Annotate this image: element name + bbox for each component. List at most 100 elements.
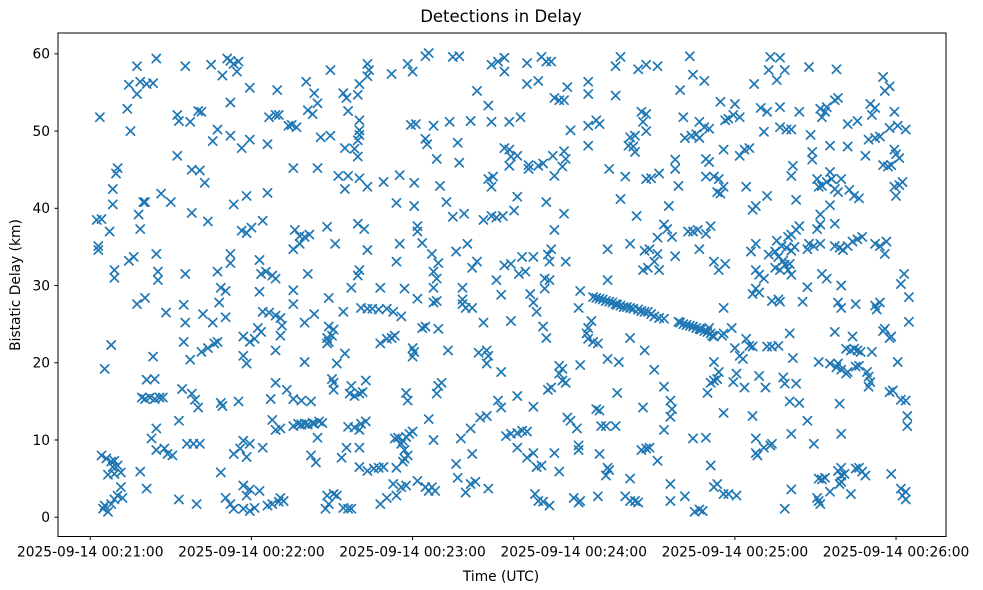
scatter-point xyxy=(654,265,665,276)
scatter-point xyxy=(346,503,357,514)
scatter-point xyxy=(812,174,823,184)
scatter-point xyxy=(339,348,350,359)
scatter-point xyxy=(196,106,207,117)
scatter-point xyxy=(173,494,184,505)
scatter-point xyxy=(731,368,742,379)
scatter-point xyxy=(309,418,320,429)
scatter-point xyxy=(560,153,571,164)
scatter-point xyxy=(481,358,492,369)
scatter-point xyxy=(391,462,402,473)
scatter-point xyxy=(700,228,711,239)
scatter-point xyxy=(273,109,284,120)
scatter-point xyxy=(412,226,423,237)
scatter-point xyxy=(544,256,555,267)
scatter-point xyxy=(91,214,102,225)
scatter-point xyxy=(870,238,881,249)
scatter-point xyxy=(341,442,352,453)
scatter-point xyxy=(420,321,431,332)
scatter-point xyxy=(844,184,855,195)
scatter-point xyxy=(499,66,510,77)
scatter-point xyxy=(288,394,299,404)
scatter-point xyxy=(715,96,726,107)
scatter-point xyxy=(443,345,453,356)
scatter-point xyxy=(866,346,877,357)
scatter-point xyxy=(455,433,466,444)
scatter-point xyxy=(575,360,586,371)
scatter-point xyxy=(481,345,492,356)
scatter-point xyxy=(625,302,636,313)
scatter-point xyxy=(322,221,333,232)
scatter-point xyxy=(202,343,213,354)
scatter-point xyxy=(665,411,676,422)
scatter-point xyxy=(433,258,444,269)
scatter-point xyxy=(670,154,681,165)
scatter-point xyxy=(286,119,297,130)
scatter-point xyxy=(517,251,528,262)
scatter-point xyxy=(836,280,847,291)
scatter-point xyxy=(895,279,906,289)
scatter-point xyxy=(354,115,365,126)
scatter-point xyxy=(349,422,360,433)
scatter-point xyxy=(388,479,399,489)
scatter-point xyxy=(849,190,860,201)
scatter-point xyxy=(194,165,205,176)
scatter-point xyxy=(770,246,781,257)
scatter-point xyxy=(185,116,196,127)
scatter-point xyxy=(462,238,473,249)
scatter-point xyxy=(583,76,594,87)
scatter-point xyxy=(886,331,897,342)
scatter-point xyxy=(132,299,142,310)
scatter-point xyxy=(291,122,302,133)
scatter-point xyxy=(688,433,698,444)
scatter-point xyxy=(327,330,337,341)
scatter-point xyxy=(343,106,354,116)
scatter-point xyxy=(787,353,798,364)
scatter-point xyxy=(323,499,334,510)
scatter-point xyxy=(734,350,745,361)
scatter-point xyxy=(256,268,267,279)
scatter-point xyxy=(465,423,476,434)
scatter-point xyxy=(583,333,594,344)
scatter-point xyxy=(689,506,700,517)
scatter-point xyxy=(815,219,826,230)
scatter-point xyxy=(122,103,133,114)
x-axis-label: Time (UTC) xyxy=(462,569,539,585)
scatter-point xyxy=(522,58,532,69)
scatter-point xyxy=(708,482,719,493)
scatter-point xyxy=(132,89,142,99)
scatter-point xyxy=(217,401,228,411)
scatter-point xyxy=(165,197,176,208)
scatter-point xyxy=(228,58,239,69)
scatter-point xyxy=(654,168,665,179)
scatter-point xyxy=(138,197,149,208)
scatter-point xyxy=(354,462,365,472)
scatter-point xyxy=(889,106,900,117)
scatter-point xyxy=(467,262,478,273)
scatter-point xyxy=(417,238,428,248)
scatter-point xyxy=(264,112,275,123)
scatter-point xyxy=(641,443,652,454)
scatter-point xyxy=(816,112,827,123)
scatter-point xyxy=(512,442,523,453)
scatter-point xyxy=(104,226,115,237)
scatter-point xyxy=(559,146,569,157)
scatter-point xyxy=(451,458,462,469)
scatter-point xyxy=(549,224,560,235)
scatter-point xyxy=(625,238,636,249)
scatter-point xyxy=(312,163,323,174)
scatter-point xyxy=(193,402,204,413)
scatter-point xyxy=(845,489,856,499)
scatter-point xyxy=(473,347,484,358)
scatter-point xyxy=(307,109,318,120)
y-tick-label: 60 xyxy=(32,47,50,63)
scatter-point xyxy=(763,249,774,260)
scatter-point xyxy=(787,160,798,171)
scatter-point xyxy=(825,486,835,497)
scatter-point xyxy=(886,468,897,479)
scatter-point xyxy=(560,377,571,388)
scatter-point xyxy=(612,387,623,398)
scatter-point xyxy=(807,154,818,165)
scatter-point xyxy=(354,265,365,276)
scatter-point xyxy=(842,119,853,130)
scatter-point xyxy=(729,99,740,109)
